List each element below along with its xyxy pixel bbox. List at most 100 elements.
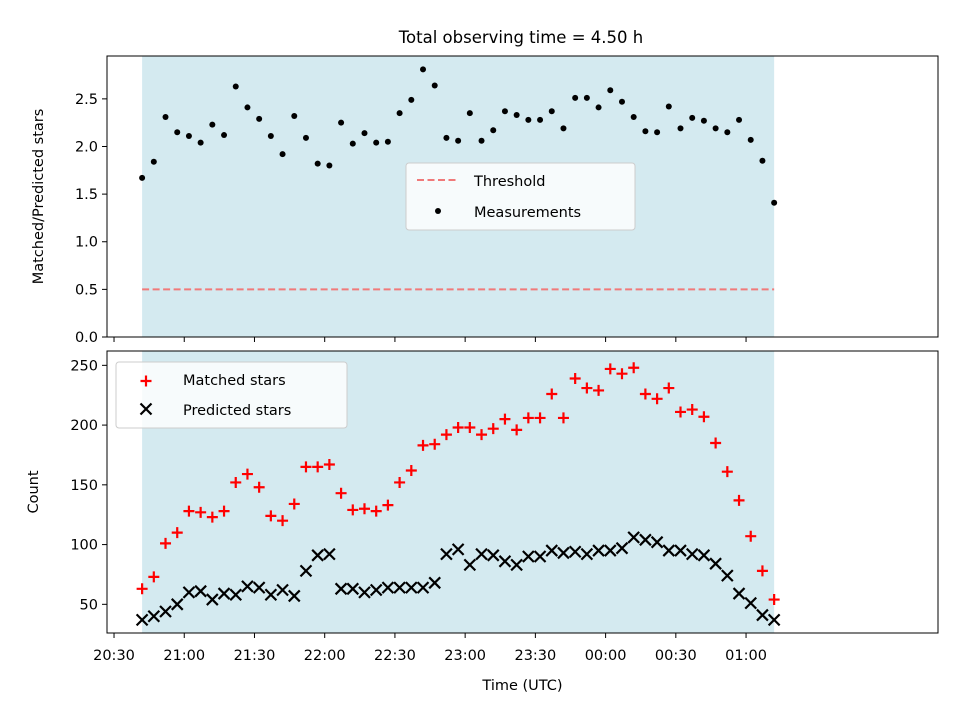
measurement-point [654, 129, 661, 136]
measurement-point [560, 125, 567, 132]
measurement-point [689, 114, 696, 121]
measurement-point [326, 162, 333, 169]
predicted-star-point [369, 583, 383, 597]
matched-star-point [557, 412, 569, 424]
matched-star-point [206, 511, 218, 523]
measurement-point [583, 94, 590, 101]
measurement-point [256, 115, 263, 122]
matched-star-point [639, 388, 651, 400]
measurement-point [244, 104, 251, 111]
measurement-point [373, 139, 380, 146]
ratio-y-ticks: 0.0 0.5 1.0 1.5 2.0 2.5 [75, 92, 107, 346]
predicted-star-point [756, 608, 769, 622]
x-tick-label: 22:00 [304, 648, 346, 664]
time-x-ticks: 20:30 21:00 21:30 22:00 22:30 23:00 23:30 00:00… [93, 633, 767, 664]
matched-star-point [335, 487, 347, 499]
measurement-point [537, 116, 544, 123]
predicted-star-point [533, 550, 547, 563]
measurement-point [279, 151, 286, 158]
matched-star-point [323, 459, 335, 471]
count-legend: Matched stars Predicted stars [115, 361, 348, 429]
measurement-point [618, 98, 625, 105]
matched-star-point [604, 363, 616, 375]
measurement-point [724, 129, 731, 136]
matched-star-point [347, 504, 359, 516]
measurement-point [642, 128, 649, 135]
matched-star-point [756, 565, 768, 577]
measurement-point [490, 127, 497, 134]
predicted-star-point [767, 613, 781, 627]
measurement-point [595, 104, 602, 111]
ratio-y-axis-label: Matched/Predicted stars [31, 109, 47, 285]
measurement-point [431, 82, 438, 89]
predicted-star-point [486, 549, 500, 562]
matched-star-point [429, 438, 441, 450]
measurement-point [677, 125, 684, 132]
matched-star-point [452, 421, 464, 433]
measurement-point [384, 138, 391, 145]
measurement-point [267, 133, 274, 140]
measurement-point [302, 134, 309, 141]
predicted-star-point [182, 586, 196, 599]
matched-star-point [195, 506, 207, 518]
matched-star-point [136, 583, 148, 595]
measurement-point [712, 125, 719, 132]
predicted-star-point [604, 544, 617, 557]
matched-star-point [710, 437, 722, 449]
legend-threshold-label: Threshold [473, 174, 545, 190]
measurement-points [139, 66, 778, 206]
matched-star-point [312, 461, 324, 473]
y-tick-label: 150 [70, 478, 98, 494]
measurement-point [291, 113, 298, 120]
matched-star-point [487, 423, 499, 435]
matched-star-point [534, 412, 546, 424]
predicted-star-point [580, 547, 594, 561]
matched-star-point [721, 466, 733, 478]
matched-star-point [569, 372, 581, 384]
predicted-star-point [498, 555, 512, 568]
predicted-star-point [557, 546, 570, 560]
matched-star-point [382, 499, 394, 511]
y-tick-label: 1.5 [75, 187, 98, 203]
predicted-star-point [229, 588, 243, 602]
measurement-point [162, 113, 169, 120]
measurement-point [150, 158, 157, 165]
predicted-star-point [650, 535, 664, 549]
predicted-star-point [545, 544, 559, 557]
ratio-axes-frame [106, 55, 939, 338]
predicted-star-point [241, 580, 254, 593]
predicted-star-point [510, 558, 523, 572]
count-panel: 50 100 150 200 250 20:30 21:00 21:30 22:00 22:30… [26, 350, 939, 694]
matched-star-point [628, 362, 640, 374]
matched-star-point [616, 368, 628, 380]
y-tick-label: 200 [70, 418, 98, 434]
measurement-point [747, 136, 754, 143]
predicted-star-point [311, 549, 324, 562]
y-tick-label: 2.5 [75, 92, 98, 108]
x-tick-label: 20:30 [93, 648, 135, 664]
x-tick-label: 23:00 [444, 648, 486, 664]
y-tick-label: 100 [70, 538, 98, 554]
predicted-star-point [428, 576, 441, 590]
predicted-star-point [709, 557, 722, 570]
legend-predicted-label: Predicted stars [183, 403, 291, 419]
legend-plus-mark [140, 375, 152, 387]
predicted-star-point [299, 564, 313, 578]
matched-star-point [358, 503, 370, 515]
count-legend-box [115, 361, 348, 429]
matched-star-point [183, 505, 195, 517]
matched-star-point [768, 594, 780, 606]
predicted-star-point [206, 593, 219, 606]
legend-plus-icon [140, 375, 152, 387]
predicted-star-point [194, 584, 207, 598]
x-tick-label: 23:30 [514, 648, 556, 664]
matched-star-point [241, 468, 253, 480]
predicted-star-point [358, 586, 371, 599]
measurement-point [630, 113, 637, 120]
matched-star-point [370, 505, 382, 517]
predicted-star-point [135, 613, 149, 627]
predicted-star-point [217, 587, 231, 600]
matched-star-point [593, 384, 605, 396]
predicted-star-point [323, 547, 336, 561]
